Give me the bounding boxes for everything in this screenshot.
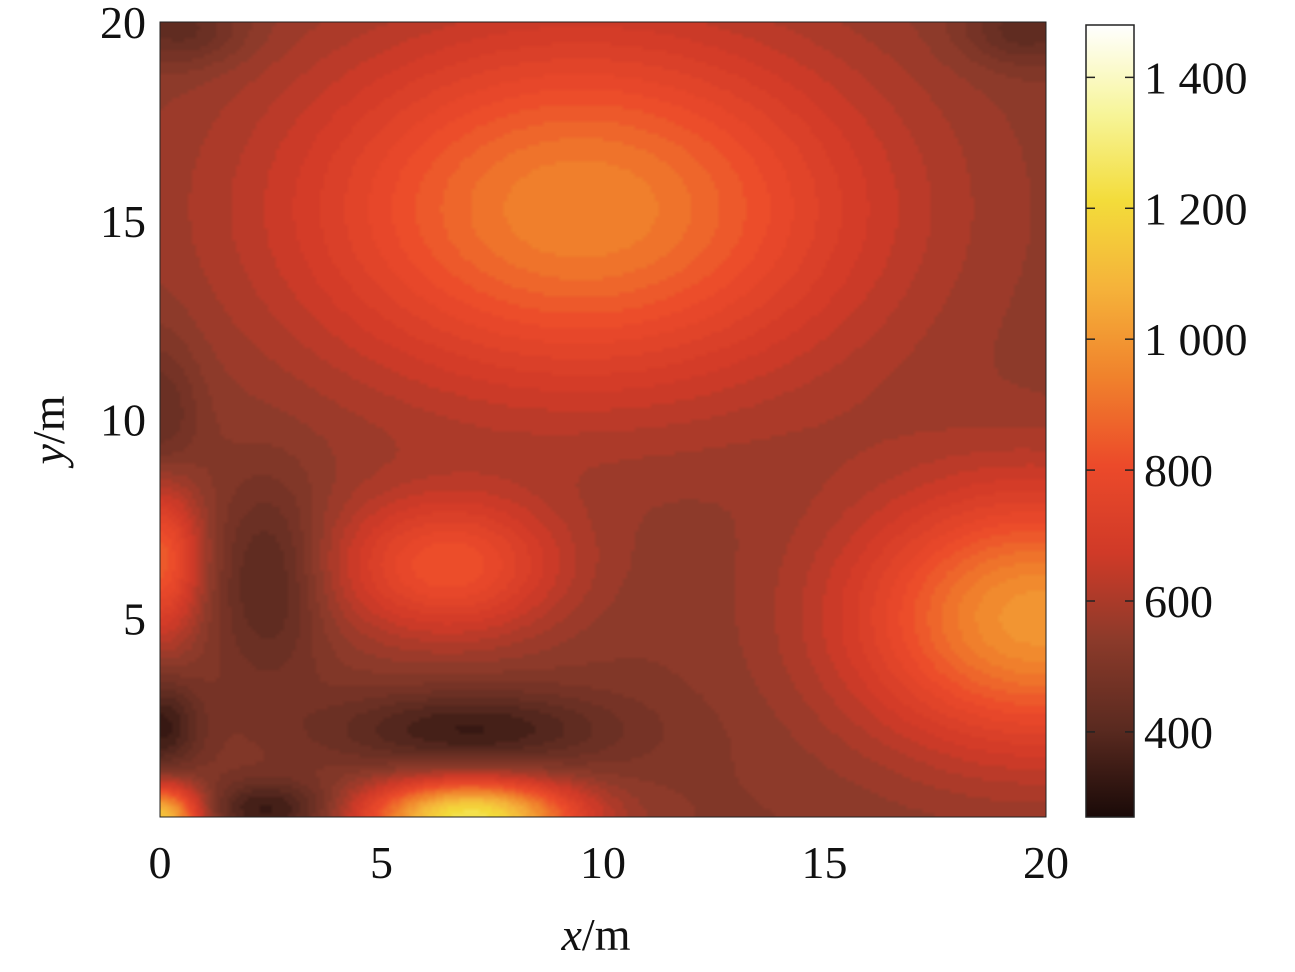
x-tick-label: 5: [370, 837, 393, 888]
colorbar-fill: [1086, 25, 1134, 817]
colorbar-tick-label: 1 200: [1144, 183, 1248, 234]
x-tick-labels: 0 5 10 15 20: [149, 837, 1070, 888]
colorbar-tick-label: 1 400: [1144, 52, 1248, 103]
y-tick-label: 15: [100, 196, 146, 247]
colorbar-frame: [1085, 24, 1135, 818]
y-tick-labels: 5 10 15 20: [100, 0, 146, 644]
colorbar-ticks: 400 600 800 1 000 1 200 1 400: [1086, 52, 1248, 758]
y-tick-label: 10: [100, 395, 146, 446]
x-tick-label: 15: [802, 837, 848, 888]
colorbar-tick-label: 600: [1144, 576, 1213, 627]
colorbar-tick-label: 400: [1144, 707, 1213, 758]
heatmap-field: [160, 22, 1046, 817]
heatmap-image: [160, 22, 1046, 817]
x-tick-label: 0: [149, 837, 172, 888]
plot-frame: [159, 21, 1047, 818]
y-axis-label: y/m: [23, 395, 74, 468]
colorbar-tick-label: 1 000: [1144, 314, 1248, 365]
x-axis-label: x/m: [561, 909, 631, 960]
colorbar: 400 600 800 1 000 1 200 1 400: [1085, 24, 1248, 818]
y-tick-label: 20: [100, 0, 146, 48]
x-tick-label: 20: [1023, 837, 1069, 888]
x-tick-label: 10: [580, 837, 626, 888]
colorbar-tick-label: 800: [1144, 445, 1213, 496]
y-tick-label: 5: [123, 593, 146, 644]
